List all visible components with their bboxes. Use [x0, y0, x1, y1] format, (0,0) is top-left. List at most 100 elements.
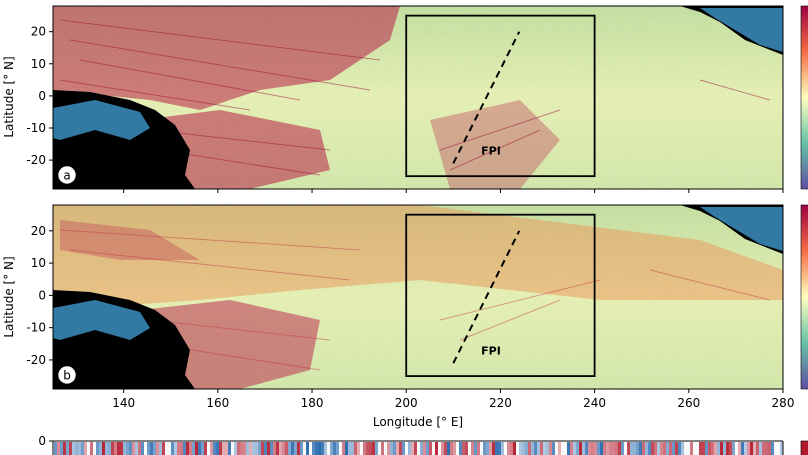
panel-c-cell — [630, 442, 633, 455]
panel-c-cell — [483, 442, 486, 455]
panel-c-cell — [78, 442, 81, 455]
panel-c-cell — [105, 442, 108, 455]
panel-b-yticks: -20 -10 0 10 20 — [26, 224, 53, 367]
panel-c-cell — [609, 442, 612, 455]
panel-c-cell — [315, 442, 318, 455]
panel-c-cell — [291, 442, 294, 455]
xtick-label: 180 — [301, 396, 324, 410]
panel-c-cell — [171, 442, 174, 455]
panel-c-cell — [108, 442, 111, 455]
panel-c-cell — [231, 442, 234, 455]
ytick-label: 10 — [31, 256, 46, 270]
panel-b-xlabel: Longitude [° E] — [373, 415, 463, 429]
panel-c-cell — [639, 442, 642, 455]
xtick-label: 280 — [772, 396, 795, 410]
colorbar-c — [800, 440, 808, 455]
panel-c-cell — [723, 442, 726, 455]
panel-c-cell — [687, 442, 690, 455]
panel-c-cell — [729, 442, 732, 455]
panel-c-cell — [759, 442, 762, 455]
panel-c-cell — [588, 442, 591, 455]
panel-c-cell — [696, 442, 699, 455]
panel-c-cell — [654, 442, 657, 455]
panel-c-cell — [438, 442, 441, 455]
panel-c-cell — [645, 442, 648, 455]
panel-c-cell — [372, 442, 375, 455]
panel-c-cell — [294, 442, 297, 455]
panel-c-cell — [87, 442, 90, 455]
panel-c-cell — [312, 442, 315, 455]
panel-c-cell — [309, 442, 312, 455]
ytick-label: 0 — [38, 288, 46, 302]
panel-c-cell — [543, 442, 546, 455]
panel-c-cell — [306, 442, 309, 455]
panel-c-cell — [402, 442, 405, 455]
ytick-label: -10 — [26, 121, 46, 135]
panel-c-cell — [444, 442, 447, 455]
panel-c-cell — [60, 442, 63, 455]
panel-c-cell — [114, 442, 117, 455]
panel-c-cell — [276, 442, 279, 455]
panel-c-cell — [528, 442, 531, 455]
panel-c-cell — [720, 442, 723, 455]
panel-c-cell — [567, 442, 570, 455]
panel-c-cell — [168, 442, 171, 455]
ytick-label: 0 — [38, 89, 46, 103]
panel-c-cell — [780, 442, 783, 455]
panel-c-cell — [270, 442, 273, 455]
panel-c-cell — [342, 442, 345, 455]
panel-c-cell — [261, 442, 264, 455]
panel-c-cell — [717, 442, 720, 455]
panel-c-cell — [705, 442, 708, 455]
panel-c-cell — [465, 442, 468, 455]
panel-c-cell — [624, 442, 627, 455]
panel-c-cell — [771, 442, 774, 455]
panel-c-cell — [279, 442, 282, 455]
panel-c-cell — [459, 442, 462, 455]
panel-c-cell — [339, 442, 342, 455]
panel-c-cell — [582, 442, 585, 455]
panel-c-cell — [144, 442, 147, 455]
panel-c-cell — [123, 442, 126, 455]
panel-c-cell — [375, 442, 378, 455]
panel-c-cell — [297, 442, 300, 455]
panel-c-cell — [747, 442, 750, 455]
panel-c-cell — [204, 442, 207, 455]
panel-c-cell — [150, 442, 153, 455]
panel-a-transect — [452, 31, 521, 164]
fpi-annotation: FPI — [481, 344, 501, 357]
panel-c-cell — [441, 442, 444, 455]
panel-c-cell — [357, 442, 360, 455]
panel-c-cell — [102, 442, 105, 455]
xtick-label: 260 — [677, 396, 700, 410]
fpi-annotation: FPI — [481, 144, 501, 157]
panel-c-cell — [345, 442, 348, 455]
panel-c-cell — [348, 442, 351, 455]
ytick-label: 20 — [31, 224, 46, 238]
panel-c-cell — [513, 442, 516, 455]
panel-c-cell — [702, 442, 705, 455]
panel-c-cell — [192, 442, 195, 455]
coastal-shelf — [53, 207, 783, 340]
panel-c-cell — [636, 442, 639, 455]
panel-c-cell — [453, 442, 456, 455]
panel-c-cell — [228, 442, 231, 455]
panel-b-label-badge — [57, 365, 77, 385]
transect-line — [452, 230, 521, 364]
panel-c-cell — [618, 442, 621, 455]
panel-c-cell — [498, 442, 501, 455]
panel-c-cell — [336, 442, 339, 455]
panel-b-label: b — [63, 369, 71, 383]
panel-c-cell — [663, 442, 666, 455]
panel-c-cell — [81, 442, 84, 455]
panel-c-cell — [252, 442, 255, 455]
panel-c-cell — [111, 442, 114, 455]
panel-c-cell — [351, 442, 354, 455]
panel-c-cell — [756, 442, 759, 455]
panel-c-cell — [672, 442, 675, 455]
panel-c-cell — [603, 442, 606, 455]
panel-b-transect — [452, 230, 521, 364]
panel-b-xticks: 140 160 180 200 220 240 260 280 — [112, 389, 794, 410]
panel-c-cell — [564, 442, 567, 455]
